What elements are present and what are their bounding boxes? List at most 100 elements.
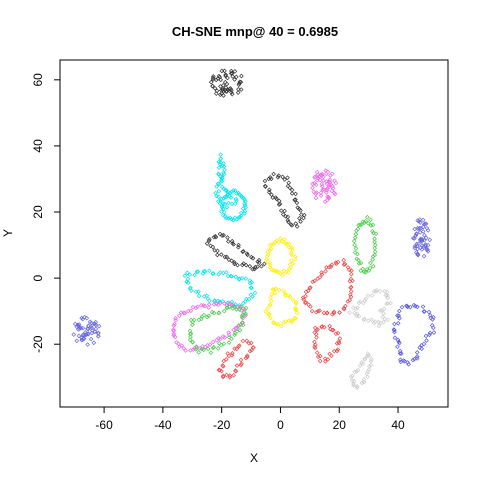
data-point [349, 271, 354, 277]
data-point [341, 257, 346, 263]
data-point [226, 335, 232, 340]
data-point [352, 242, 357, 248]
data-point [77, 326, 82, 331]
data-point [239, 73, 244, 79]
data-point [331, 309, 337, 315]
data-point [425, 242, 431, 248]
data-point [407, 304, 413, 310]
data-point [414, 350, 420, 355]
data-point [219, 178, 225, 184]
data-point [238, 210, 244, 216]
data-point [284, 241, 290, 247]
data-point [210, 77, 216, 82]
data-point [239, 304, 244, 309]
data-point [305, 288, 311, 294]
data-point [228, 195, 234, 200]
data-point [182, 310, 188, 316]
data-point [181, 346, 187, 351]
data-point [233, 196, 239, 202]
data-point [218, 198, 223, 204]
data-point [313, 342, 318, 348]
data-point [342, 261, 348, 267]
data-point [369, 356, 374, 362]
data-point [378, 320, 384, 326]
data-point [292, 254, 298, 259]
data-point [312, 330, 317, 335]
data-point [204, 314, 210, 320]
data-point [226, 330, 231, 335]
x-tick-label: 20 [333, 418, 347, 432]
data-point [185, 280, 191, 285]
y-axis: -20 0 20 40 60 [31, 73, 61, 353]
data-point [89, 325, 95, 331]
data-point [321, 178, 326, 183]
data-point [415, 246, 420, 252]
data-point [217, 231, 223, 237]
data-point [96, 323, 102, 329]
data-point [224, 305, 230, 310]
data-point [264, 254, 270, 259]
data-point [286, 318, 292, 323]
data-point [188, 331, 194, 336]
data-point [427, 330, 433, 336]
data-point [399, 304, 405, 310]
data-point [309, 308, 315, 314]
data-point [285, 175, 290, 180]
data-point [247, 348, 253, 354]
data-point [424, 247, 429, 252]
data-point [280, 212, 286, 217]
data-point [420, 224, 426, 230]
data-point [372, 236, 377, 242]
data-point [266, 189, 272, 195]
data-point [230, 74, 235, 79]
data-point [216, 181, 222, 187]
data-point [397, 348, 403, 354]
data-point [355, 367, 361, 373]
data-point [293, 315, 298, 321]
data-point [240, 322, 246, 328]
data-point [323, 168, 329, 173]
data-point [81, 336, 86, 342]
data-point [217, 300, 223, 306]
data-point [219, 174, 225, 180]
data-point [229, 90, 234, 95]
data-point [287, 294, 293, 300]
data-point [354, 385, 360, 390]
data-point [201, 294, 207, 299]
data-point [330, 327, 336, 333]
data-point [214, 337, 219, 343]
data-point [347, 297, 352, 303]
data-point [222, 201, 228, 207]
data-point [318, 172, 324, 178]
data-point [300, 295, 306, 300]
data-point [287, 185, 293, 191]
data-point [206, 238, 212, 244]
data-point [217, 367, 223, 373]
data-point [385, 293, 390, 298]
data-point [290, 261, 295, 266]
data-point [79, 315, 84, 321]
data-point [256, 257, 262, 263]
data-point [286, 219, 291, 225]
data-point [402, 359, 407, 364]
data-point [297, 216, 302, 221]
data-point [362, 298, 367, 303]
data-point [222, 194, 228, 200]
data-point [196, 293, 202, 299]
data-point [362, 356, 368, 361]
data-point [221, 232, 226, 238]
data-point [321, 187, 327, 192]
data-point [217, 299, 223, 304]
data-point [312, 175, 317, 180]
data-point [232, 69, 238, 74]
data-point [421, 253, 427, 259]
data-point [327, 180, 333, 185]
data-point [212, 248, 217, 253]
data-point [268, 295, 273, 300]
data-point [241, 249, 246, 254]
data-point [243, 262, 249, 268]
data-point [301, 215, 306, 221]
data-point [232, 330, 238, 336]
data-point [267, 312, 272, 317]
data-point [218, 336, 223, 342]
